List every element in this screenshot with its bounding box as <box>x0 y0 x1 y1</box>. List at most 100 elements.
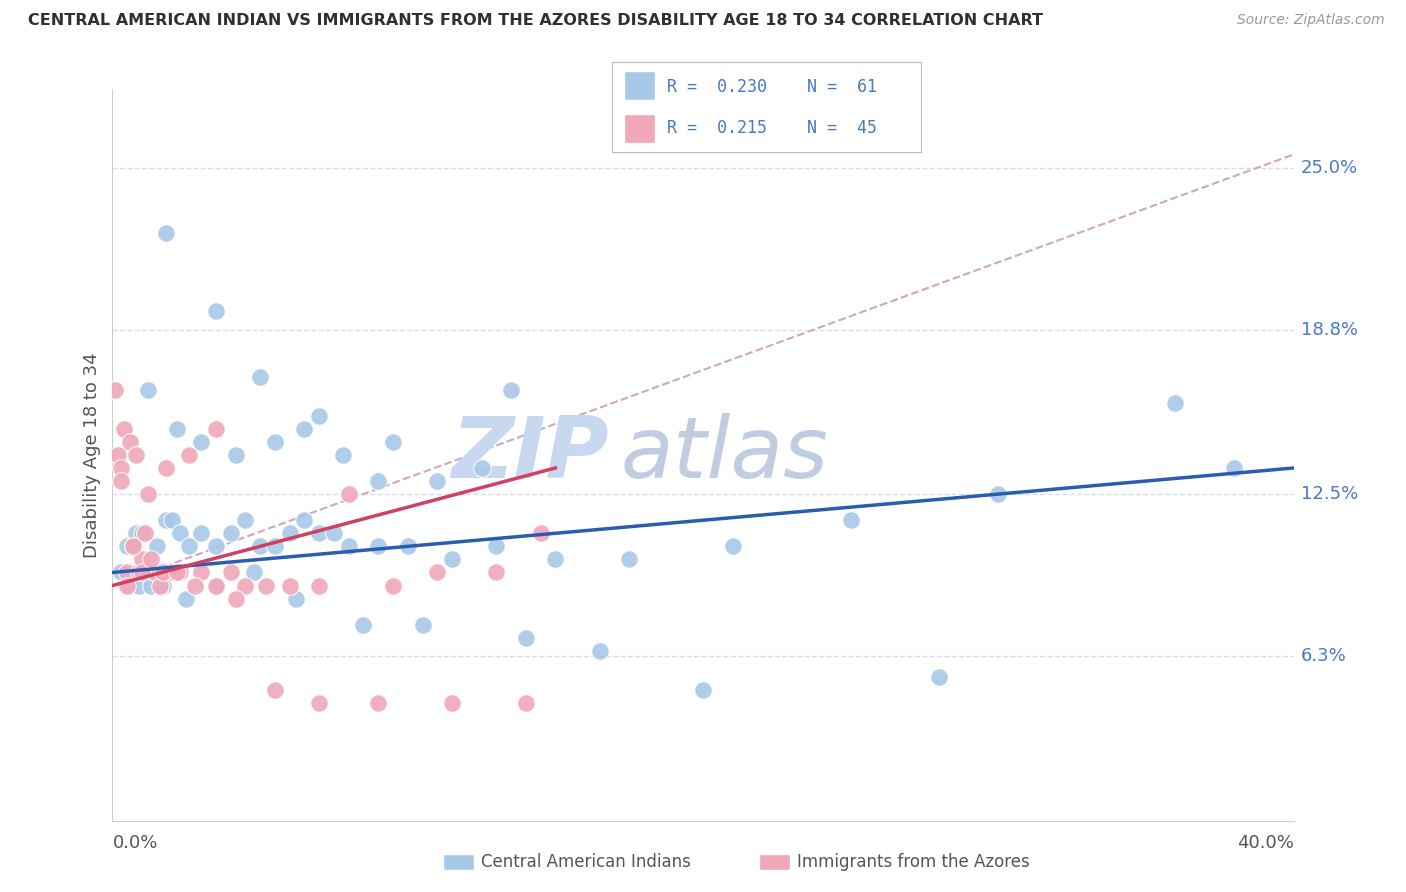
Text: atlas: atlas <box>620 413 828 497</box>
Point <box>122 539 145 553</box>
Point <box>155 461 177 475</box>
Point <box>152 566 174 580</box>
Point <box>190 526 212 541</box>
Text: Central American Indians: Central American Indians <box>481 853 690 871</box>
Point <box>441 552 464 566</box>
Point <box>107 448 129 462</box>
Point <box>155 513 177 527</box>
Point <box>292 422 315 436</box>
Point <box>396 539 419 553</box>
Point <box>205 304 228 318</box>
Point <box>264 434 287 449</box>
Point <box>249 539 271 553</box>
Point <box>179 448 201 462</box>
Point <box>139 552 162 566</box>
Point <box>166 422 188 436</box>
Point <box>190 434 212 449</box>
Point <box>166 566 188 580</box>
Point <box>205 539 228 553</box>
Point <box>174 591 197 606</box>
Point <box>337 487 360 501</box>
Point <box>426 474 449 488</box>
Point <box>128 578 150 592</box>
Point <box>120 578 142 592</box>
Point <box>308 526 330 541</box>
Point <box>136 487 159 501</box>
Point <box>292 513 315 527</box>
Point <box>131 552 153 566</box>
Point <box>149 578 172 592</box>
Point <box>117 578 138 592</box>
Point <box>619 552 641 566</box>
Point <box>233 513 256 527</box>
Point <box>412 617 434 632</box>
FancyBboxPatch shape <box>624 114 655 143</box>
Point <box>190 566 212 580</box>
Point <box>169 526 191 541</box>
Point <box>308 696 330 710</box>
Point <box>125 526 148 541</box>
Point <box>485 539 508 553</box>
Point <box>122 539 145 553</box>
Point <box>219 566 242 580</box>
Point <box>160 566 183 580</box>
Point <box>264 683 287 698</box>
Point <box>131 566 153 580</box>
Point <box>117 539 138 553</box>
Point <box>382 434 405 449</box>
Text: 18.8%: 18.8% <box>1301 320 1358 339</box>
Point <box>367 696 389 710</box>
Point <box>219 526 242 541</box>
Y-axis label: Disability Age 18 to 34: Disability Age 18 to 34 <box>83 352 101 558</box>
Point <box>278 526 301 541</box>
Point <box>323 526 346 541</box>
Point <box>332 448 354 462</box>
Point <box>225 448 247 462</box>
Point <box>1164 395 1187 409</box>
Point <box>284 591 307 606</box>
Point <box>426 566 449 580</box>
Text: 25.0%: 25.0% <box>1301 159 1358 177</box>
Point <box>225 591 247 606</box>
Point <box>112 422 135 436</box>
Point <box>169 566 191 580</box>
Point <box>104 383 127 397</box>
Point <box>278 578 301 592</box>
Point <box>205 578 228 592</box>
Point <box>110 461 132 475</box>
Point <box>160 513 183 527</box>
Point <box>367 539 389 553</box>
Point <box>352 617 374 632</box>
Point <box>205 578 228 592</box>
Point <box>928 670 950 684</box>
Point <box>529 526 551 541</box>
Point <box>588 644 610 658</box>
Point <box>128 566 150 580</box>
Point <box>308 409 330 423</box>
Point <box>254 578 277 592</box>
Text: 40.0%: 40.0% <box>1237 834 1294 852</box>
Point <box>515 696 537 710</box>
Point <box>146 539 169 553</box>
Point <box>721 539 744 553</box>
Point <box>470 461 494 475</box>
Point <box>382 578 405 592</box>
Point <box>110 474 132 488</box>
Point <box>136 383 159 397</box>
Text: 0.0%: 0.0% <box>112 834 157 852</box>
Point <box>367 474 389 488</box>
Point <box>184 578 207 592</box>
FancyBboxPatch shape <box>624 71 655 100</box>
Point <box>142 566 165 580</box>
Point <box>125 448 148 462</box>
Point <box>441 696 464 710</box>
Text: ZIP: ZIP <box>451 413 609 497</box>
Point <box>155 226 177 240</box>
Text: 6.3%: 6.3% <box>1301 647 1347 665</box>
Text: 12.5%: 12.5% <box>1301 485 1358 503</box>
Point <box>308 578 330 592</box>
Point <box>205 422 228 436</box>
Point <box>839 513 862 527</box>
Text: Source: ZipAtlas.com: Source: ZipAtlas.com <box>1237 13 1385 28</box>
Text: CENTRAL AMERICAN INDIAN VS IMMIGRANTS FROM THE AZORES DISABILITY AGE 18 TO 34 CO: CENTRAL AMERICAN INDIAN VS IMMIGRANTS FR… <box>28 13 1043 29</box>
